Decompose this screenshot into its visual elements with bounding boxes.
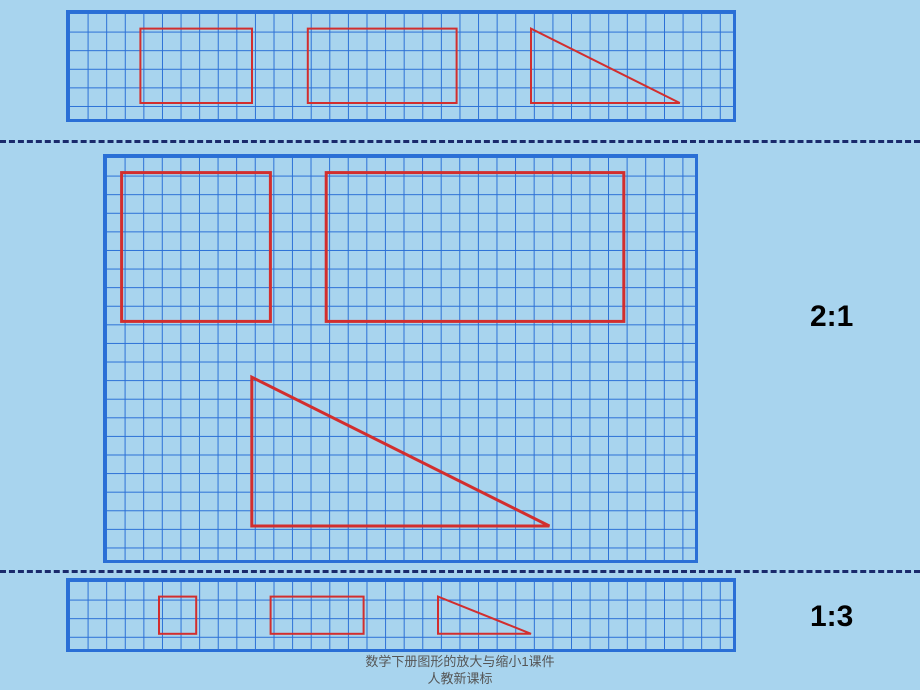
divider-1	[0, 570, 920, 573]
divider-0	[0, 140, 920, 143]
grid-panel-middle	[103, 154, 698, 563]
grid-panel-bottom	[66, 578, 736, 652]
footer-caption: 数学下册图形的放大与缩小1课件人教新课标	[0, 654, 920, 688]
ratio-mid-label: 2:1	[810, 300, 853, 334]
footer-line-1: 数学下册图形的放大与缩小1课件	[0, 654, 920, 671]
stage: 2:1 1:3 数学下册图形的放大与缩小1课件人教新课标	[0, 0, 920, 690]
grid-panel-top	[66, 10, 736, 122]
footer-line-2: 人教新课标	[0, 671, 920, 688]
ratio-bot-label: 1:3	[810, 600, 853, 634]
